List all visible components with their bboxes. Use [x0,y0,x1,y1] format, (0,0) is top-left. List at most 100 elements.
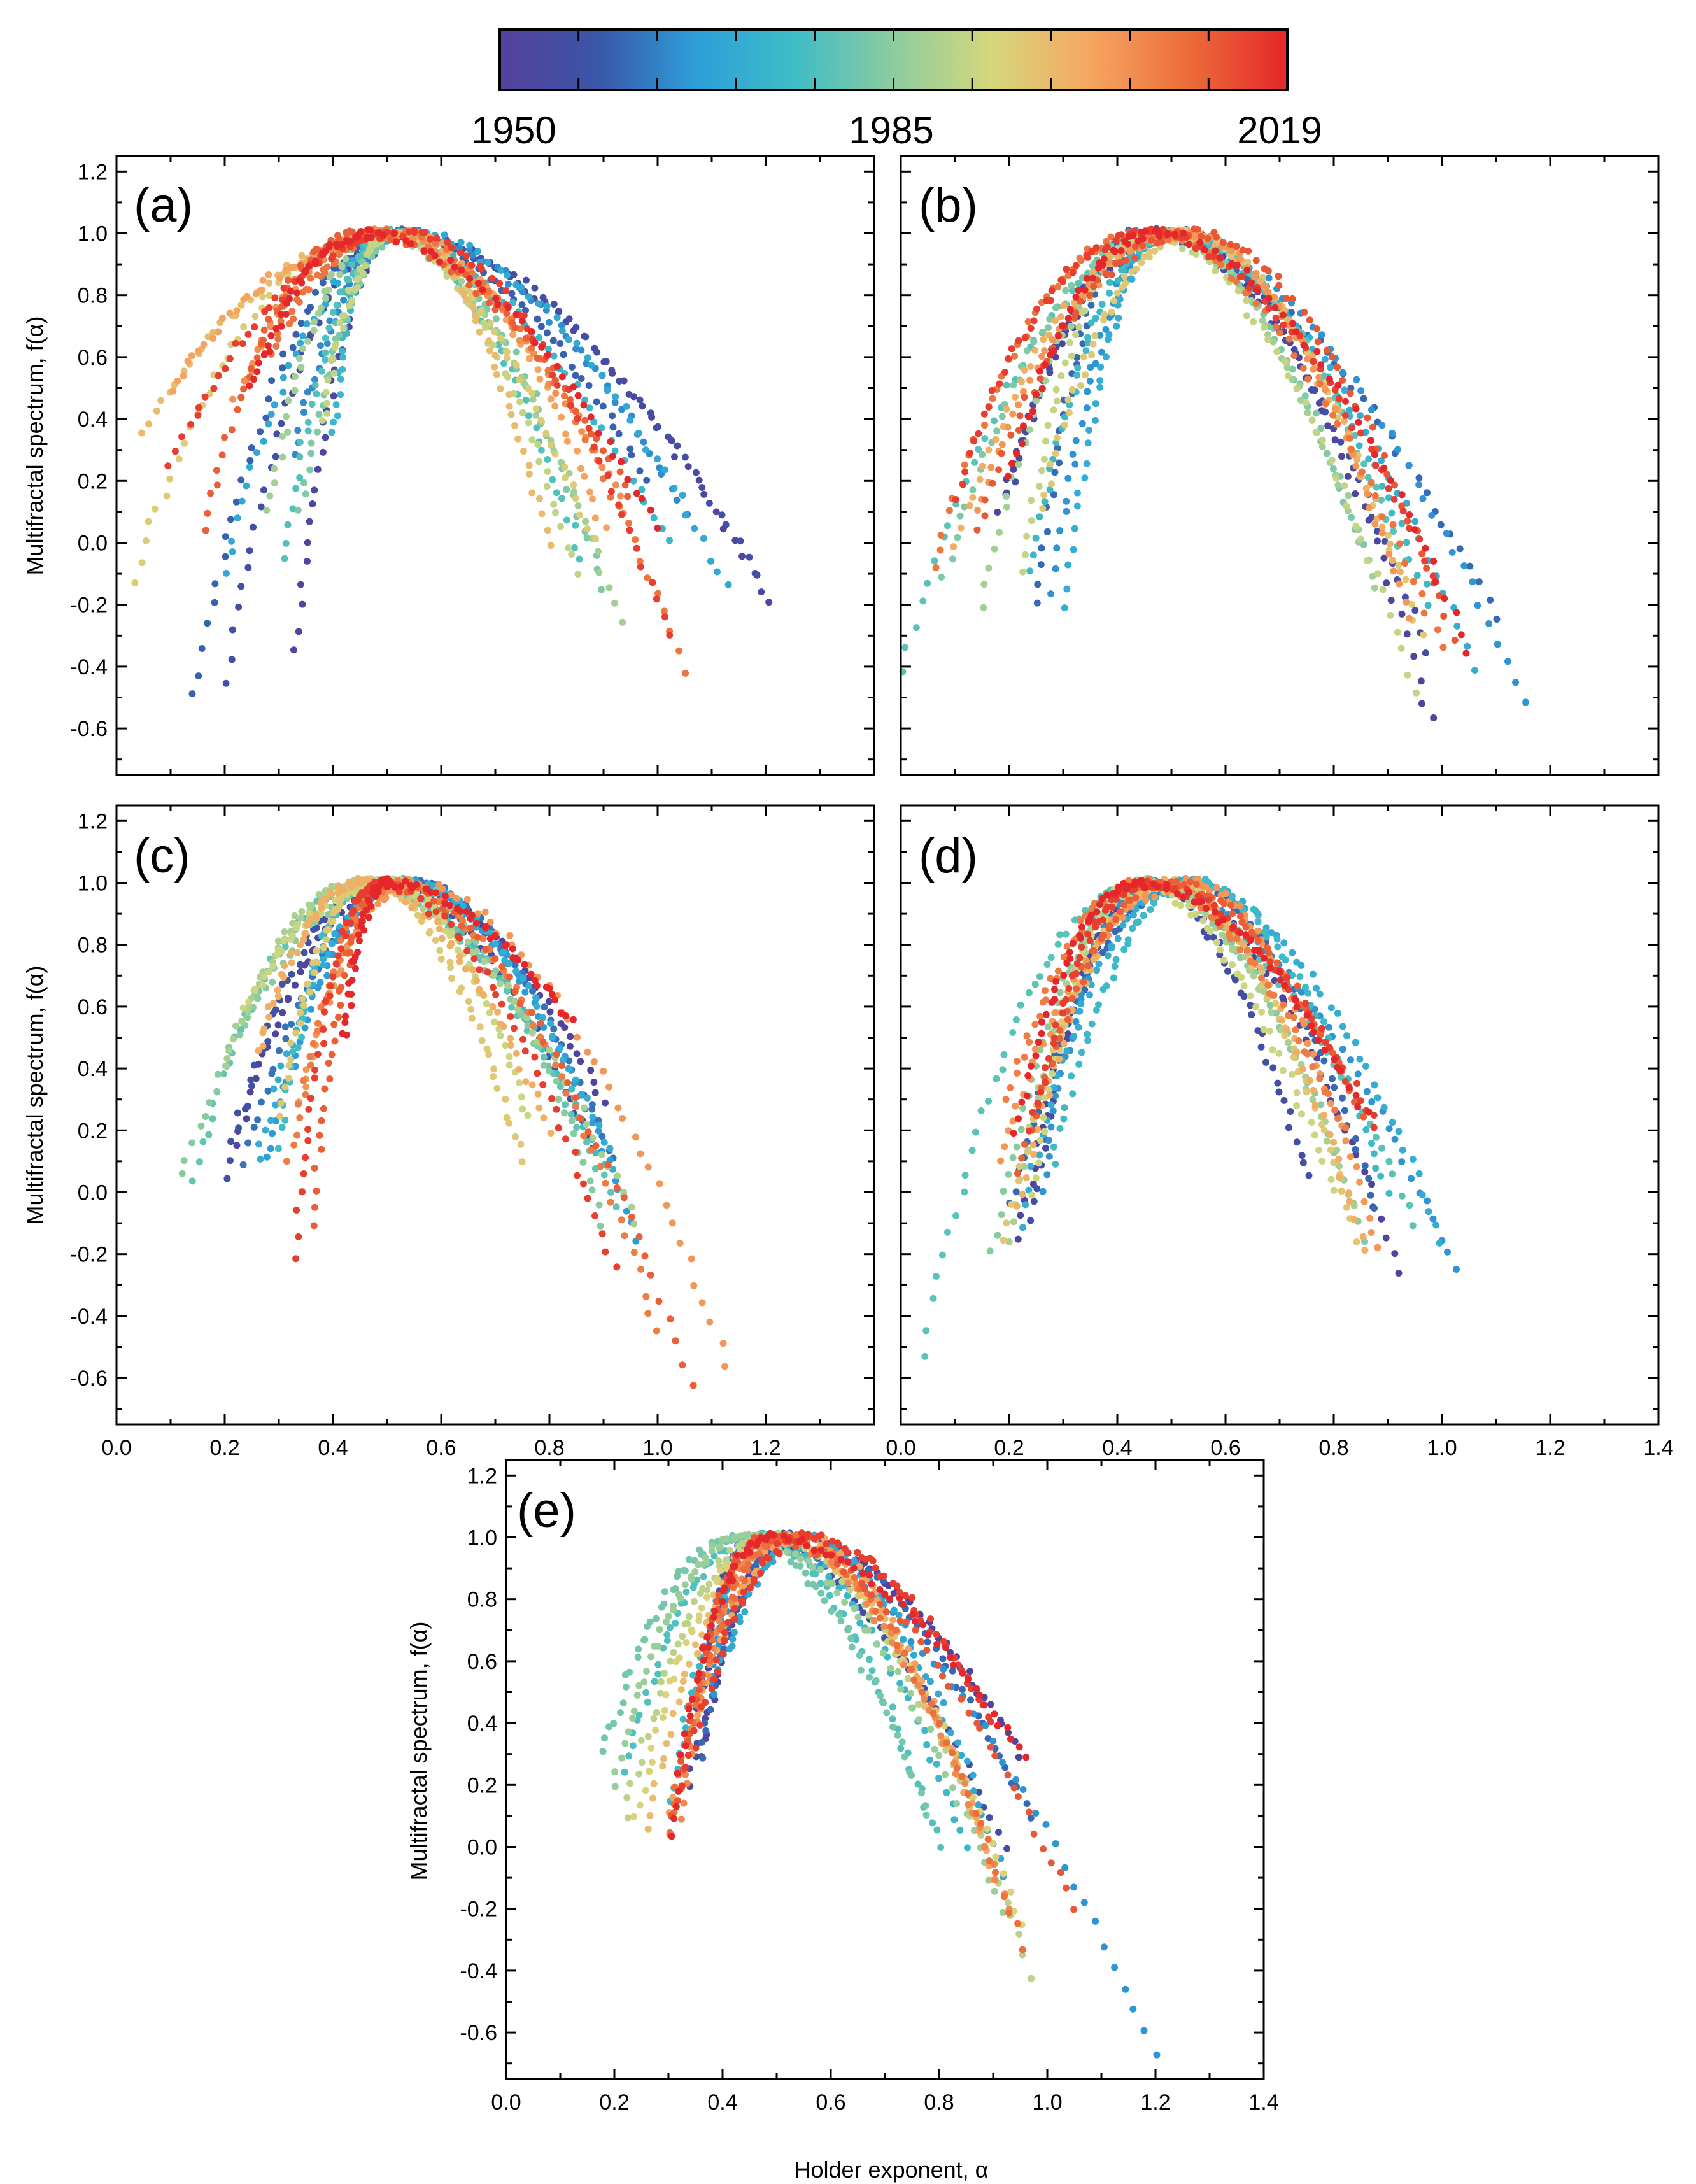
data-point [356,265,364,273]
data-point [303,320,311,327]
data-point [1077,1000,1085,1007]
data-point [1142,227,1150,235]
data-point [1072,331,1080,339]
data-point [654,455,661,463]
data-point [246,382,253,390]
data-point [1262,1058,1269,1066]
data-point [1272,314,1280,322]
data-point [1069,1090,1077,1098]
data-point [1040,336,1047,343]
data-point [348,228,356,236]
data-point [1284,372,1292,379]
data-point [1250,905,1257,913]
data-point [235,603,243,611]
data-point [618,511,625,518]
data-point [1334,420,1341,427]
data-point [312,288,319,296]
data-point [1224,967,1231,975]
data-point [286,295,293,302]
data-point [1054,283,1062,290]
data-point [145,518,152,525]
data-point [547,1130,555,1137]
data-point [568,363,576,371]
data-point [1357,387,1365,395]
data-point [316,342,324,350]
data-point [1301,308,1308,316]
data-point [981,512,989,520]
data-point [569,1016,577,1023]
data-point [286,320,293,327]
data-point [505,391,513,398]
data-point [479,991,487,998]
data-point [1014,1235,1022,1243]
data-point [1339,369,1346,376]
data-point [979,462,986,470]
data-point [300,399,307,406]
data-point [592,535,599,542]
data-point [474,910,482,918]
data-point [491,955,499,963]
data-point [1334,1009,1341,1017]
data-point [1080,353,1087,361]
data-point [579,1159,587,1166]
data-point [279,432,286,440]
data-point [553,1105,560,1113]
data-point [304,418,312,426]
data-point [991,417,998,425]
data-point [1380,554,1388,562]
data-point [278,1124,286,1131]
data-point [1103,353,1110,361]
data-point [313,924,320,932]
data-point [1341,482,1348,490]
data-point [346,881,354,888]
data-point [454,946,462,954]
data-point [661,613,668,621]
data-point [1026,426,1033,434]
data-point [1083,460,1091,467]
data-point [1021,394,1028,401]
data-point [1289,295,1296,302]
data-point [348,977,356,984]
data-point [325,324,333,332]
data-point [458,922,465,930]
data-point [542,430,550,437]
data-point [1071,525,1078,532]
data-point [590,443,598,451]
data-point [1390,567,1397,575]
data-point [558,327,566,335]
data-point [598,371,606,379]
data-point [1371,584,1378,592]
data-point [295,628,302,635]
data-point [1039,505,1047,513]
data-point [355,937,363,944]
data-point [562,1101,569,1109]
data-point [1047,1101,1055,1109]
data-point [521,988,529,996]
data-point [1068,352,1075,360]
y-tick-label: 0.8 [78,933,108,958]
data-point [1397,644,1405,652]
data-point [1380,464,1388,472]
data-point [570,544,578,551]
data-point [1322,408,1329,416]
data-point [1046,460,1054,468]
data-point [298,252,306,259]
data-point [1096,377,1104,385]
data-point [502,1095,509,1103]
data-point [656,464,663,472]
data-point [324,376,332,384]
data-point [305,1105,313,1113]
data-point [345,276,353,283]
data-point [1003,381,1010,389]
data-point [1299,1159,1307,1166]
data-point [1304,409,1311,416]
data-point [469,251,477,259]
data-point [329,918,337,925]
data-point [200,341,208,348]
data-point [519,409,526,416]
y-tick-label: -0.4 [70,655,108,679]
data-point [292,981,299,989]
data-point [1272,323,1280,331]
data-point [574,415,581,422]
data-point [1034,581,1042,588]
